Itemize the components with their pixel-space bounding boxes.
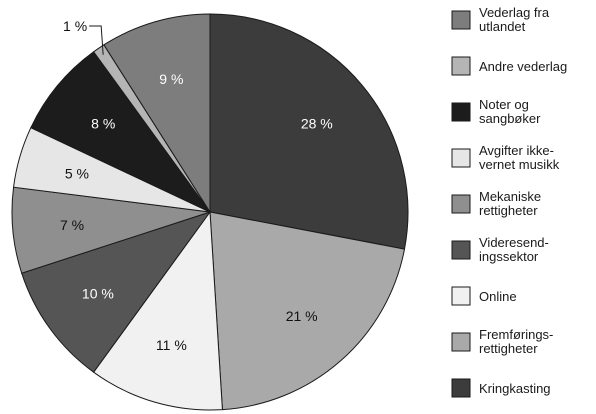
pie-slice-kringkasting bbox=[209, 13, 409, 250]
legend-item-fremf-ringsrettigheter: Fremførings-rettigheter bbox=[451, 327, 553, 356]
legend-swatch-mekaniske-rettigheter bbox=[451, 194, 471, 214]
legend-label-mekaniske-rettigheter: Mekaniske rettigheter bbox=[479, 189, 541, 218]
legend-swatch-videresendingssektor bbox=[451, 240, 471, 260]
legend-item-noter-og-sangb-ker: Noter og sangbøker bbox=[451, 97, 541, 126]
pie-data-labels: 28 % 21 % 11 % 10 % 7 % 5 % 8 % 1 % 9 % bbox=[60, 18, 333, 353]
legend-label-andre-vederlag: Andre vederlag bbox=[479, 59, 567, 74]
legend-item-avgifter-ikke-vernet-musikk: Avgifter ikke-vernet musikk bbox=[451, 143, 560, 172]
legend-label-avgifter-ikke-vernet-musikk: Avgifter ikke-vernet musikk bbox=[479, 143, 560, 172]
data-label-avgifter-ikke-vernet-musikk: 5 % bbox=[65, 165, 89, 181]
data-label-online: 11 % bbox=[156, 337, 187, 353]
legend-item-andre-vederlag: Andre vederlag bbox=[451, 56, 567, 76]
legend-item-online: Online bbox=[451, 286, 517, 306]
legend-label-kringkasting: Kringkasting bbox=[479, 381, 551, 396]
data-label-leader-line bbox=[89, 25, 104, 55]
data-label-fremf-ringsrettigheter: 21 % bbox=[286, 308, 318, 324]
legend-swatch-noter-og-sangb-ker bbox=[451, 102, 471, 122]
legend-item-mekaniske-rettigheter: Mekaniske rettigheter bbox=[451, 189, 541, 218]
legend-label-vederlag-fra-utlandet: Vederlag fra utlandet bbox=[479, 5, 550, 34]
data-label-andre-vederlag: 1 % bbox=[63, 18, 87, 34]
data-label-noter-og-sangb-ker: 8 % bbox=[91, 116, 115, 132]
pie-slice-videresendingssektor bbox=[21, 211, 212, 373]
legend-item-videresendingssektor: Videresend-ingssektor bbox=[451, 235, 549, 264]
legend-swatch-andre-vederlag bbox=[451, 56, 471, 76]
data-label-videresendingssektor: 10 % bbox=[82, 285, 114, 301]
legend-label-online: Online bbox=[479, 289, 517, 304]
legend-label-videresendingssektor: Videresend-ingssektor bbox=[479, 235, 549, 264]
legend-swatch-vederlag-fra-utlandet bbox=[451, 10, 471, 30]
legend-swatch-avgifter-ikke-vernet-musikk bbox=[451, 148, 471, 168]
data-label-vederlag-fra-utlandet: 9 % bbox=[159, 71, 183, 87]
pie-slice-online bbox=[92, 210, 223, 411]
data-label-kringkasting: 28 % bbox=[301, 116, 333, 132]
legend-swatch-kringkasting bbox=[451, 378, 471, 398]
legend: Vederlag fra utlandet Andre vederlag Noter … bbox=[451, 5, 567, 398]
legend-label-noter-og-sangb-ker: Noter og sangbøker bbox=[479, 97, 541, 126]
legend-swatch-fremf-ringsrettigheter bbox=[451, 332, 471, 352]
pie-slice-vederlag-fra-utlandet bbox=[103, 13, 211, 214]
pie-slice-fremf-ringsrettigheter bbox=[209, 211, 406, 411]
legend-label-fremf-ringsrettigheter: Fremførings-rettigheter bbox=[479, 327, 553, 356]
data-label-mekaniske-rettigheter: 7 % bbox=[60, 217, 84, 233]
pie-slices bbox=[11, 13, 409, 411]
pie-slice-noter-og-sangb-ker bbox=[30, 51, 211, 213]
legend-swatch-online bbox=[451, 286, 471, 306]
legend-item-kringkasting: Kringkasting bbox=[451, 378, 551, 398]
legend-item-vederlag-fra-utlandet: Vederlag fra utlandet bbox=[451, 5, 550, 34]
